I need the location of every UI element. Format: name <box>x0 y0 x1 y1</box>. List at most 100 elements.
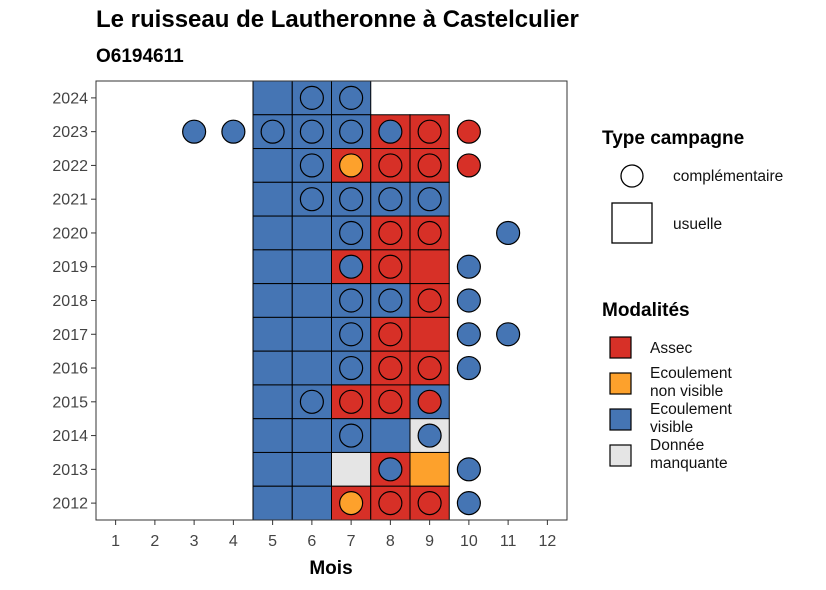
point-2013-8-ecoulement-visible <box>378 457 403 482</box>
point-2019-8-assec <box>378 254 403 279</box>
legend-complementaire-label: complémentaire <box>673 168 783 185</box>
legend-key-assec <box>609 336 632 359</box>
point-2018-7-ecoulement-visible <box>339 288 364 313</box>
y-tick-label-2020: 2020 <box>52 225 88 242</box>
tile-2017-9-assec <box>409 316 450 352</box>
y-tick-label-2018: 2018 <box>52 293 88 310</box>
point-2023-4-ecoulement-visible <box>221 119 246 144</box>
x-tick-label-3: 3 <box>190 533 199 550</box>
point-2022-10-assec <box>456 153 481 178</box>
point-2021-8-ecoulement-visible <box>378 187 403 212</box>
legend-label-ecoulement-non-visible-line-1: Ecoulement <box>650 365 733 382</box>
legend-label-ecoulement-visible-line-1: Ecoulement <box>650 401 733 418</box>
chart-subtitle: O6194611 <box>96 46 184 67</box>
point-2021-6-ecoulement-visible <box>299 187 324 212</box>
tile-2019-5-ecoulement-visible <box>252 249 293 285</box>
point-2023-3-ecoulement-visible <box>182 119 207 144</box>
point-2017-10-ecoulement-visible <box>456 322 481 347</box>
tile-2018-6-ecoulement-visible <box>291 283 332 318</box>
point-2012-8-assec <box>378 491 403 516</box>
tile-2022-5-ecoulement-visible <box>252 148 293 183</box>
point-2022-9-assec <box>417 153 442 178</box>
legend-shape-title: Type campagne <box>602 128 744 149</box>
point-2016-9-assec <box>417 355 442 381</box>
tile-2012-5-ecoulement-visible <box>252 485 293 521</box>
tile-2017-6-ecoulement-visible <box>291 316 332 352</box>
point-2024-6-ecoulement-visible <box>299 85 324 110</box>
tile-2021-5-ecoulement-visible <box>252 181 293 217</box>
point-2017-7-ecoulement-visible <box>339 322 364 347</box>
tile-2017-5-ecoulement-visible <box>252 316 293 352</box>
point-2017-11-ecoulement-visible <box>496 322 521 347</box>
tile-2016-5-ecoulement-visible <box>252 350 293 386</box>
legend-usuelle-label: usuelle <box>673 216 722 233</box>
y-tick-label-2022: 2022 <box>52 158 88 175</box>
legend-key-donnee-manquante <box>609 444 632 467</box>
tile-2018-5-ecoulement-visible <box>252 283 293 318</box>
point-2023-7-ecoulement-visible <box>339 119 364 144</box>
tile-2012-6-ecoulement-visible <box>291 485 332 521</box>
point-2014-9-ecoulement-visible <box>417 423 442 448</box>
y-tick-label-2024: 2024 <box>52 90 88 107</box>
tile-2015-5-ecoulement-visible <box>252 384 293 420</box>
point-2012-9-assec <box>417 491 442 516</box>
legend-key-ecoulement-visible <box>609 408 632 431</box>
point-2012-10-ecoulement-visible <box>456 491 481 516</box>
x-tick-label-10: 10 <box>460 533 478 550</box>
point-2016-10-ecoulement-visible <box>456 355 481 381</box>
legend-label-donnee-manquante-line-1: Donnée <box>650 437 704 454</box>
legend-label-ecoulement-non-visible-line-2: non visible <box>650 383 723 400</box>
tile-2013-9-ecoulement-non-visible <box>409 451 450 487</box>
y-tick-label-2014: 2014 <box>52 428 88 445</box>
y-tick-label-2017: 2017 <box>52 327 88 344</box>
legend-circle-key <box>620 164 644 188</box>
x-tick-label-6: 6 <box>307 533 316 550</box>
point-2013-10-ecoulement-visible <box>456 457 481 482</box>
complementaire-points <box>182 85 521 516</box>
tile-2024-5-ecoulement-visible <box>252 80 293 116</box>
point-2023-9-assec <box>417 119 442 144</box>
y-tick-label-2012: 2012 <box>52 496 88 513</box>
point-2018-10-ecoulement-visible <box>456 288 481 313</box>
y-tick-label-2016: 2016 <box>52 361 88 378</box>
point-2023-6-ecoulement-visible <box>299 119 324 144</box>
y-tick-label-2021: 2021 <box>52 192 88 209</box>
point-2018-9-assec <box>417 288 442 313</box>
tile-2014-8-ecoulement-visible <box>370 418 411 453</box>
tile-2020-5-ecoulement-visible <box>252 215 293 251</box>
point-2019-7-ecoulement-visible <box>339 254 364 279</box>
x-tick-label-1: 1 <box>111 533 120 550</box>
point-2014-7-ecoulement-visible <box>339 423 364 448</box>
legend-square-key <box>611 202 653 244</box>
point-2015-7-assec <box>339 389 364 414</box>
y-tick-label-2019: 2019 <box>52 259 88 276</box>
tile-2019-9-assec <box>409 249 450 285</box>
point-2023-10-assec <box>456 119 481 144</box>
x-axis-title: Mois <box>309 558 352 579</box>
point-2019-10-ecoulement-visible <box>456 254 481 279</box>
legend-label-donnee-manquante-line-2: manquante <box>650 455 728 472</box>
y-tick-label-2015: 2015 <box>52 394 88 411</box>
point-2015-8-assec <box>378 389 403 414</box>
x-tick-label-5: 5 <box>268 533 277 550</box>
point-2017-8-assec <box>378 322 403 347</box>
x-tick-label-9: 9 <box>425 533 434 550</box>
point-2012-7-ecoulement-non-visible <box>339 491 364 516</box>
point-2022-6-ecoulement-visible <box>299 153 324 178</box>
point-2024-7-ecoulement-visible <box>339 85 364 110</box>
point-2020-7-ecoulement-visible <box>339 220 364 246</box>
x-tick-label-4: 4 <box>229 533 238 550</box>
point-2022-7-ecoulement-non-visible <box>339 153 364 178</box>
point-2015-9-assec <box>417 389 442 414</box>
legend-fill-title: Modalités <box>602 300 690 321</box>
tile-2020-6-ecoulement-visible <box>291 215 332 251</box>
point-2022-8-assec <box>378 153 403 178</box>
tile-2019-6-ecoulement-visible <box>291 249 332 285</box>
x-tick-label-11: 11 <box>500 533 517 550</box>
y-tick-label-2013: 2013 <box>52 462 88 479</box>
point-2020-11-ecoulement-visible <box>496 220 521 246</box>
point-2021-7-ecoulement-visible <box>339 187 364 212</box>
y-axis: 2012 2013 2014 2015 2016 2017 2018 2019 2020 2021… <box>52 90 96 513</box>
